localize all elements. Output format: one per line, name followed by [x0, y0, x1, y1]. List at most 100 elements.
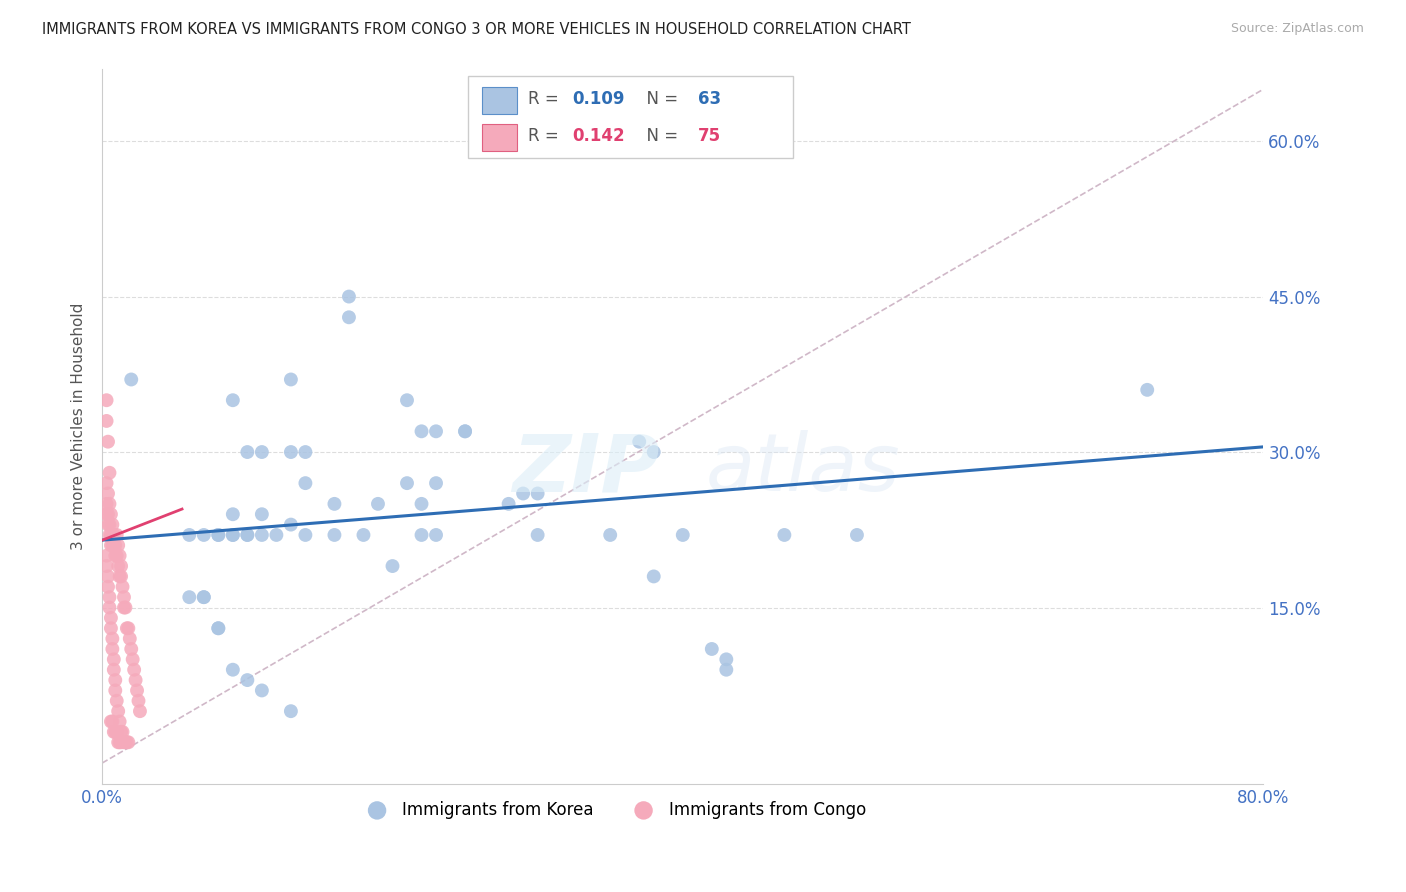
- Point: [207, 528, 229, 542]
- Point: [526, 486, 548, 500]
- Point: [643, 445, 665, 459]
- Point: [122, 663, 145, 677]
- Point: [411, 528, 433, 542]
- Point: [96, 393, 118, 408]
- Point: [236, 528, 259, 542]
- Point: [700, 642, 723, 657]
- Point: [454, 425, 477, 439]
- Point: [250, 445, 273, 459]
- Point: [101, 632, 124, 646]
- Point: [100, 507, 122, 521]
- Point: [100, 528, 122, 542]
- Point: [97, 569, 120, 583]
- Point: [294, 528, 316, 542]
- Point: [97, 486, 120, 500]
- Point: [98, 590, 121, 604]
- Point: [96, 559, 118, 574]
- Text: Source: ZipAtlas.com: Source: ZipAtlas.com: [1230, 22, 1364, 36]
- Point: [112, 600, 135, 615]
- Point: [425, 425, 447, 439]
- Point: [107, 704, 129, 718]
- Point: [716, 652, 738, 666]
- Point: [207, 621, 229, 635]
- Point: [110, 735, 132, 749]
- Point: [280, 372, 302, 386]
- Point: [104, 683, 127, 698]
- Point: [124, 673, 146, 687]
- Point: [103, 725, 125, 739]
- Point: [121, 652, 143, 666]
- Point: [193, 590, 215, 604]
- Point: [101, 517, 124, 532]
- Point: [97, 517, 120, 532]
- Point: [773, 528, 796, 542]
- Point: [128, 694, 150, 708]
- Point: [454, 425, 477, 439]
- Text: 0.142: 0.142: [572, 127, 626, 145]
- Point: [643, 569, 665, 583]
- Point: [98, 528, 121, 542]
- Text: 75: 75: [697, 127, 721, 145]
- Point: [250, 528, 273, 542]
- Point: [107, 735, 129, 749]
- Point: [222, 663, 245, 677]
- Point: [105, 528, 128, 542]
- Point: [236, 673, 259, 687]
- Point: [97, 507, 120, 521]
- Point: [107, 559, 129, 574]
- Point: [104, 549, 127, 563]
- FancyBboxPatch shape: [482, 87, 517, 114]
- Point: [96, 507, 118, 521]
- Point: [108, 549, 131, 563]
- Point: [100, 621, 122, 635]
- Point: [115, 735, 138, 749]
- FancyBboxPatch shape: [482, 124, 517, 152]
- Point: [100, 611, 122, 625]
- Point: [716, 663, 738, 677]
- Point: [353, 528, 375, 542]
- Point: [411, 497, 433, 511]
- Point: [96, 414, 118, 428]
- Point: [104, 725, 127, 739]
- Point: [114, 735, 136, 749]
- Point: [105, 549, 128, 563]
- Text: 63: 63: [697, 90, 721, 108]
- Point: [101, 714, 124, 729]
- Point: [323, 497, 346, 511]
- Point: [395, 393, 418, 408]
- Point: [280, 704, 302, 718]
- Point: [845, 528, 868, 542]
- Point: [110, 725, 132, 739]
- Point: [207, 621, 229, 635]
- Text: 0.109: 0.109: [572, 90, 626, 108]
- Point: [96, 549, 118, 563]
- Point: [236, 528, 259, 542]
- Point: [120, 372, 142, 386]
- Point: [337, 289, 360, 303]
- Point: [96, 497, 118, 511]
- Point: [101, 538, 124, 552]
- Text: IMMIGRANTS FROM KOREA VS IMMIGRANTS FROM CONGO 3 OR MORE VEHICLES IN HOUSEHOLD C: IMMIGRANTS FROM KOREA VS IMMIGRANTS FROM…: [42, 22, 911, 37]
- Text: N =: N =: [637, 127, 683, 145]
- Point: [222, 528, 245, 542]
- Text: N =: N =: [637, 90, 683, 108]
- Point: [526, 528, 548, 542]
- Point: [117, 621, 139, 635]
- Point: [103, 538, 125, 552]
- Point: [110, 559, 132, 574]
- Point: [222, 507, 245, 521]
- Point: [250, 683, 273, 698]
- Point: [179, 590, 201, 604]
- Point: [97, 580, 120, 594]
- Point: [111, 580, 134, 594]
- Point: [129, 704, 152, 718]
- Point: [411, 425, 433, 439]
- Point: [512, 486, 534, 500]
- Text: R =: R =: [529, 90, 564, 108]
- Point: [100, 538, 122, 552]
- Point: [107, 538, 129, 552]
- Point: [425, 476, 447, 491]
- Point: [250, 507, 273, 521]
- Point: [104, 673, 127, 687]
- Point: [222, 528, 245, 542]
